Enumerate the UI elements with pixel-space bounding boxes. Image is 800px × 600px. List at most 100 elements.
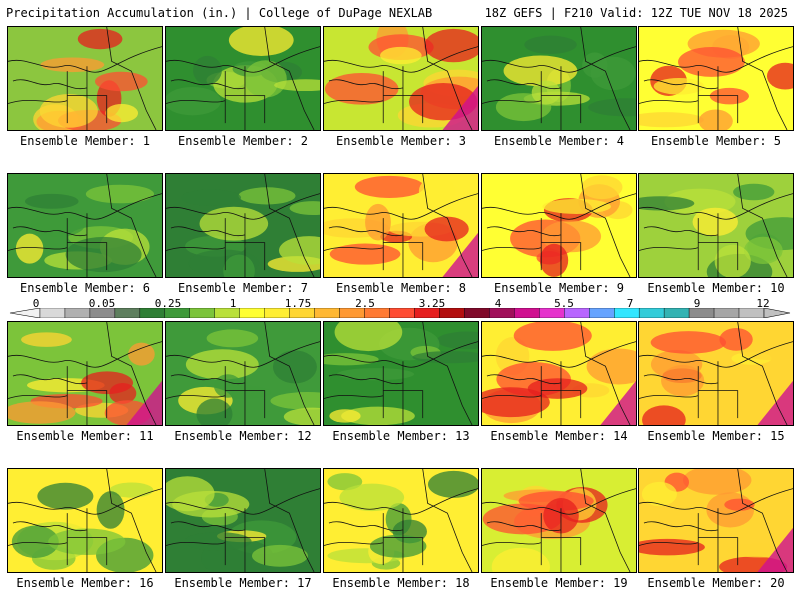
ensemble-member-label: Ensemble Member: 16: [16, 576, 154, 590]
colorbar-tick: 0.25: [154, 297, 182, 310]
map-boundary: [482, 488, 636, 515]
ensemble-member-map: [323, 321, 479, 426]
ensemble-member-label: Ensemble Member: 1: [19, 134, 151, 148]
colorbar-segment: [64, 308, 91, 318]
precip-area: [11, 525, 59, 559]
precip-area: [95, 71, 148, 92]
colorbar-tick: 7: [626, 297, 634, 310]
map-boundary: [643, 374, 719, 385]
map-boundary: [737, 174, 788, 277]
heavy-precip-area: [442, 85, 478, 130]
ensemble-member-label: Ensemble Member: 19: [490, 576, 628, 590]
precip-area: [278, 236, 320, 265]
colorbar-segment: [364, 308, 390, 318]
precip-area: [289, 201, 320, 216]
model-run-info: 18Z GEFS | F210 Valid: 12Z TUE NOV 18 20…: [484, 6, 788, 20]
map-boundary: [8, 341, 162, 368]
precip-area: [733, 183, 775, 201]
colorbar-tick-labels: 0 0.05 0.25 1 1.75 2.5 3.25 4 5.5 7 9 12: [0, 297, 800, 311]
map-boundary: [166, 542, 226, 546]
precip-area: [109, 482, 154, 498]
precip-area: [65, 236, 142, 273]
colorbar-tick: 1: [229, 297, 237, 310]
ensemble-member-map: [165, 321, 321, 426]
precip-area: [491, 547, 550, 572]
colorbar-segment: [663, 308, 690, 318]
ensemble-member-map: [481, 26, 637, 131]
precip-area: [698, 109, 733, 130]
map-boundary: [224, 218, 266, 271]
precip-area: [324, 72, 399, 105]
colorbar: [9, 308, 791, 318]
precip-area: [244, 60, 287, 98]
precip-area: [639, 196, 695, 211]
precip-area: [639, 538, 705, 556]
map-boundary: [737, 27, 788, 130]
precip-area: [337, 368, 415, 381]
map-boundary: [482, 341, 636, 368]
map-boundary: [422, 27, 473, 130]
map-boundary: [8, 247, 68, 251]
map-boundary: [482, 100, 542, 104]
map-boundary: [540, 513, 582, 566]
map-boundary: [580, 322, 631, 425]
map-boundary: [66, 513, 108, 566]
precip-area: [586, 348, 636, 385]
precip-area: [327, 473, 363, 491]
ensemble-member-label: Ensemble Member: 11: [16, 429, 154, 443]
ensemble-member-map: [7, 468, 163, 573]
map-boundary: [224, 71, 266, 124]
precip-area: [37, 482, 94, 510]
precip-area: [180, 189, 242, 206]
map-boundary: [8, 488, 162, 515]
precip-area: [329, 243, 401, 265]
map-boundary: [66, 366, 108, 419]
ensemble-member-label: Ensemble Member: 12: [174, 429, 312, 443]
precip-area: [166, 86, 221, 116]
precip-area: [590, 56, 636, 91]
precip-area: [714, 244, 751, 277]
map-boundary: [486, 79, 562, 90]
precip-area: [25, 193, 79, 209]
colorbar-tick: 3.25: [418, 297, 446, 310]
colorbar-tick: 0.05: [88, 297, 116, 310]
precip-area: [531, 80, 561, 105]
precip-area: [185, 349, 259, 380]
map-boundary: [106, 469, 157, 572]
map-boundary: [697, 513, 739, 566]
ensemble-member-label: Ensemble Member: 7: [177, 281, 309, 295]
map-boundary: [328, 374, 404, 385]
ensemble-member-map: [7, 173, 163, 278]
precip-area: [513, 322, 592, 351]
ensemble-member-map: [638, 468, 794, 573]
map-boundary: [737, 322, 788, 425]
map-boundary: [106, 27, 157, 130]
map-boundary: [166, 46, 320, 73]
ensemble-member-map: [323, 468, 479, 573]
ensemble-member-map: [481, 321, 637, 426]
colorbar-segment: [314, 308, 340, 318]
precip-area: [482, 503, 562, 535]
colorbar-segment: [339, 308, 365, 318]
colorbar-segment: [114, 308, 141, 318]
map-boundary: [486, 374, 562, 385]
map-boundary: [486, 521, 562, 532]
precip-area: [527, 378, 588, 399]
map-boundary: [166, 247, 226, 251]
map-boundary: [639, 395, 699, 399]
precip-area: [642, 405, 686, 425]
map-boundary: [737, 469, 788, 572]
ensemble-member-label: Ensemble Member: 3: [335, 134, 467, 148]
colorbar-tick: 4: [494, 297, 502, 310]
map-boundary: [697, 366, 739, 419]
precip-area: [128, 342, 155, 366]
map-boundary: [166, 488, 320, 515]
map-boundary: [328, 79, 404, 90]
precip-area: [581, 175, 623, 200]
precip-area: [365, 203, 391, 241]
map-boundary: [324, 46, 478, 73]
colorbar-segment: [638, 308, 665, 318]
precip-area: [661, 365, 705, 397]
map-boundary: [643, 79, 719, 90]
colorbar-tick: 0: [32, 297, 40, 310]
